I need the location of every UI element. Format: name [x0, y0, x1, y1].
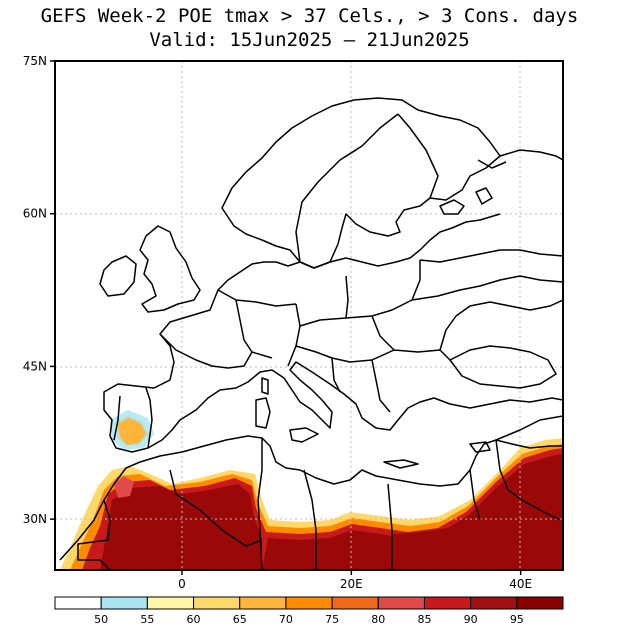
- colorbar-swatch: [285, 596, 333, 610]
- colorbar-label: 50: [94, 613, 108, 626]
- lat-label: 60N: [23, 207, 47, 221]
- coast-sicily: [289, 427, 319, 443]
- colorbar-swatch: [423, 596, 472, 610]
- colorbar-swatch: [54, 596, 102, 610]
- colorbar-swatch: [239, 596, 287, 610]
- colorbar-label: 85: [417, 613, 431, 626]
- borders-africa: [77, 415, 563, 570]
- prob-area-darkred-libya: [262, 530, 392, 570]
- border-sweden-norway: [295, 113, 439, 263]
- colorbar-swatch: [331, 596, 379, 610]
- coast-corsica: [261, 377, 269, 395]
- colorbar-swatch: [470, 596, 518, 610]
- lon-label: 40E: [509, 577, 532, 591]
- prob-area-darkred: [100, 484, 262, 570]
- colorbar-swatch: [100, 596, 148, 610]
- coast-north-sea: [217, 213, 501, 291]
- colorbar-label: 60: [187, 613, 201, 626]
- coast-kola: [477, 149, 563, 169]
- probability-fill: [60, 410, 563, 570]
- lat-labels: 75N 60N 45N 30N: [23, 54, 55, 526]
- coast-black-sea: [449, 345, 557, 389]
- coast-north-africa: [59, 435, 563, 561]
- colorbar-label: 65: [233, 613, 247, 626]
- lat-label: 30N: [23, 512, 47, 526]
- colorbar-swatch: [516, 596, 564, 610]
- prob-area-morocco: [114, 476, 134, 498]
- colorbar-label: 75: [325, 613, 339, 626]
- coast-crete: [383, 459, 419, 469]
- coast-ireland: [99, 255, 137, 297]
- lat-label: 45N: [23, 359, 47, 373]
- colorbar-swatch: [193, 596, 241, 610]
- chart-subtitle: Valid: 15Jun2025 – 21Jun2025: [149, 29, 470, 51]
- colorbar-swatch: [377, 596, 425, 610]
- colorbar-label: 55: [140, 613, 154, 626]
- prob-area-iberia-core: [118, 418, 146, 445]
- lake-ladoga: [439, 199, 465, 215]
- coast-great-britain: [139, 225, 201, 313]
- lat-label: 75N: [23, 54, 47, 68]
- borders-europe: [113, 249, 563, 449]
- colorbar-label: 95: [510, 613, 524, 626]
- lon-labels: 0 20E 40E: [178, 570, 532, 591]
- colorbar-swatch: [146, 596, 195, 610]
- colorbar: 50 55 60 65 70 75 80 85 90 95: [54, 596, 564, 626]
- lon-label: 20E: [340, 577, 363, 591]
- coast-scandinavia: [221, 97, 501, 269]
- coast-sardinia: [255, 397, 271, 429]
- map-frame: [54, 60, 564, 571]
- colorbar-label: 70: [279, 613, 293, 626]
- colorbar-label: 80: [371, 613, 385, 626]
- coast-cyprus: [469, 441, 491, 453]
- colorbar-label: 90: [464, 613, 478, 626]
- lake-onega: [475, 187, 493, 205]
- lon-label: 0: [178, 577, 186, 591]
- chart-title: GEFS Week-2 POE tmax > 37 Cels., > 3 Con…: [40, 5, 579, 27]
- coast-europe-west: [103, 289, 563, 453]
- coastlines: [59, 97, 563, 570]
